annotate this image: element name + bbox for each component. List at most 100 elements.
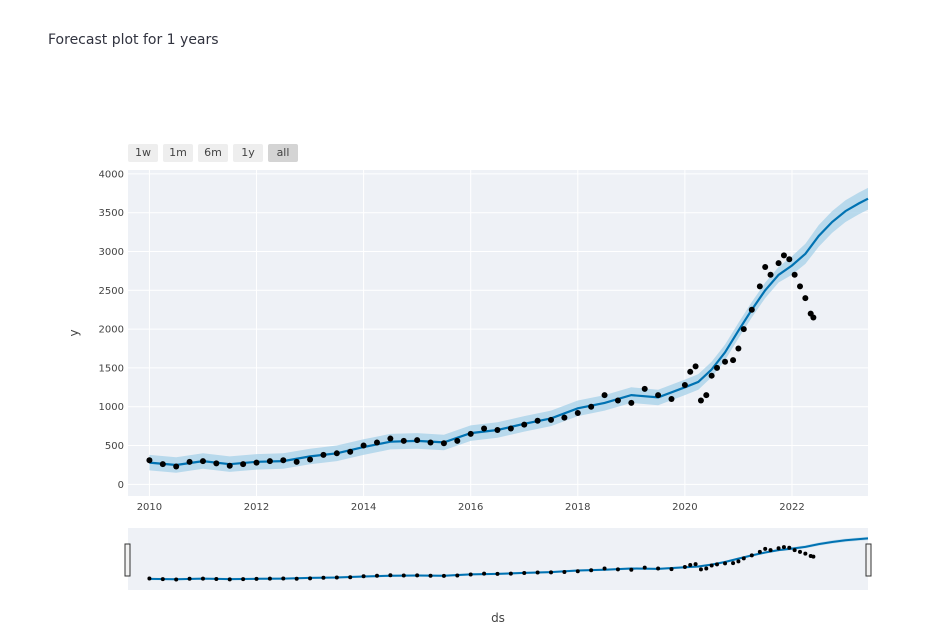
observed-point (810, 314, 817, 321)
y-tick-labels: 0 500 1000 1500 2000 2500 3000 3500 4000 (99, 169, 124, 490)
observed-point (213, 460, 220, 467)
observed-point (786, 256, 793, 263)
observed-point (159, 461, 166, 468)
range-slider-point (642, 565, 647, 570)
observed-point (722, 358, 729, 365)
range-slider-point (763, 546, 768, 551)
range-slider-point (715, 562, 720, 567)
x-axis-label: ds (491, 611, 505, 625)
range-slider-point (227, 577, 232, 582)
range-button-1y[interactable]: 1y (233, 144, 263, 162)
range-button-1m[interactable]: 1m (163, 144, 193, 162)
observed-point (360, 442, 367, 449)
observed-point (534, 417, 541, 424)
range-slider-point (160, 577, 165, 582)
observed-point (802, 295, 809, 302)
page-title: Forecast plot for 1 years (48, 32, 219, 48)
observed-point (320, 451, 327, 458)
y-axis-label: y (67, 329, 81, 336)
x-tick-label: 2014 (351, 502, 376, 513)
range-slider-point (441, 573, 446, 578)
x-tick-label: 2018 (565, 502, 590, 513)
range-slider-point (787, 545, 792, 550)
range-slider-point (749, 553, 754, 558)
observed-point (400, 437, 407, 444)
x-tick-label: 2022 (779, 502, 804, 513)
observed-point (775, 260, 782, 267)
observed-point (668, 395, 675, 402)
observed-point (692, 363, 699, 370)
range-slider-point (688, 562, 693, 567)
range-slider-point (254, 576, 259, 581)
range-slider-point (731, 561, 736, 566)
range-button-6m[interactable]: 6m (198, 144, 228, 162)
observed-point (574, 409, 581, 416)
observed-point (588, 403, 595, 410)
range-slider-right-handle[interactable] (865, 543, 872, 577)
range-slider-point (334, 575, 339, 580)
y-tick-label: 1500 (99, 363, 124, 374)
observed-point (730, 357, 737, 364)
observed-point (293, 458, 300, 465)
observed-point (687, 368, 694, 375)
forecast-line (149, 197, 869, 467)
range-slider-point (693, 562, 698, 567)
range-slider-left-handle[interactable] (124, 543, 131, 577)
observed-point (703, 392, 710, 399)
range-slider-point (669, 567, 674, 572)
y-tick-label: 2000 (99, 325, 124, 336)
range-slider-point (535, 570, 540, 575)
observed-point (414, 437, 421, 444)
range-slider-point (757, 549, 762, 554)
range-slider-point (792, 548, 797, 553)
range-slider-point (482, 571, 487, 576)
range-slider-point (682, 564, 687, 569)
range-slider-point (415, 573, 420, 578)
observed-point (714, 364, 721, 371)
x-tick-label: 2020 (672, 502, 697, 513)
range-slider-point (575, 569, 580, 574)
observed-point (628, 399, 635, 406)
range-slider[interactable] (124, 528, 872, 590)
range-slider-point (388, 573, 393, 578)
y-tick-label: 500 (105, 441, 124, 452)
observed-point (347, 448, 354, 455)
observed-point (655, 392, 662, 399)
range-slider-point (811, 554, 816, 559)
range-slider-point (549, 570, 554, 575)
observed-point (173, 463, 180, 470)
observed-point (307, 456, 314, 463)
range-slider-point (709, 563, 714, 568)
range-slider-point (495, 571, 500, 576)
observed-point (373, 439, 380, 446)
observed-point (697, 397, 704, 404)
observed-point (748, 306, 755, 313)
y-tick-label: 3000 (99, 247, 124, 258)
observed-point (561, 414, 568, 421)
observed-point (780, 252, 787, 259)
observed-point (454, 437, 461, 444)
range-slider-point (374, 573, 379, 578)
range-slider-point (736, 559, 741, 564)
range-button-1w[interactable]: 1w (128, 144, 158, 162)
x-tick-label: 2012 (244, 502, 269, 513)
observed-point (548, 416, 555, 423)
observed-point (387, 435, 394, 442)
observed-point (756, 283, 763, 290)
range-slider-point (401, 573, 406, 578)
range-slider-point (267, 576, 272, 581)
y-tick-label: 4000 (99, 169, 124, 180)
observed-points (146, 252, 817, 470)
range-slider-point (698, 567, 703, 572)
range-button-all[interactable]: all (268, 144, 298, 162)
observed-point (253, 459, 260, 466)
range-slider-point (294, 576, 299, 581)
plot-background (128, 170, 868, 496)
range-slider-point (781, 545, 786, 550)
range-slider-point (776, 546, 781, 551)
x-tick-label: 2016 (458, 502, 483, 513)
observed-point (521, 421, 528, 428)
range-slider-point (428, 573, 433, 578)
range-slider-point (348, 575, 353, 580)
